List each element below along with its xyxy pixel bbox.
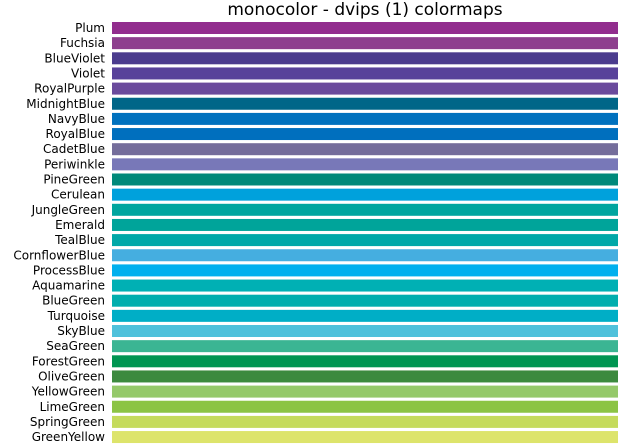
- colormap-bar-blueviolet: [112, 52, 618, 65]
- colormap-label-olivegreen: OliveGreen: [38, 369, 105, 383]
- colormap-label-emerald: Emerald: [55, 218, 105, 232]
- colormap-label-seagreen: SeaGreen: [46, 339, 105, 353]
- colormap-label-fuchsia: Fuchsia: [60, 36, 105, 50]
- colormap-label-springgreen: SpringGreen: [30, 415, 105, 429]
- colormap-bar-cadetblue: [112, 143, 618, 156]
- colormap-bar-cornflowerblue: [112, 249, 618, 262]
- colormap-bar-plum: [112, 22, 618, 34]
- chart-title: monocolor - dvips (1) colormaps: [227, 0, 502, 20]
- colormap-bar-pinegreen: [112, 173, 618, 186]
- colormap-bar-seagreen: [112, 340, 618, 353]
- colormap-label-aquamarine: Aquamarine: [32, 279, 105, 293]
- colormap-bar-cerulean: [112, 188, 618, 201]
- colormap-label-turquoise: Turquoise: [47, 309, 105, 323]
- colormap-label-processblue: ProcessBlue: [33, 263, 105, 277]
- colormap-bar-fuchsia: [112, 37, 618, 50]
- colormap-bar-tealblue: [112, 234, 618, 247]
- colormap-label-pinegreen: PineGreen: [43, 173, 105, 187]
- colormap-label-tealblue: TealBlue: [54, 233, 105, 247]
- colormap-label-bluegreen: BlueGreen: [42, 294, 105, 308]
- colormap-bar-limegreen: [112, 400, 618, 413]
- colormap-label-skyblue: SkyBlue: [57, 324, 105, 338]
- colormap-bar-junglegreen: [112, 203, 618, 216]
- colormap-label-yellowgreen: YellowGreen: [31, 385, 105, 399]
- colormap-bar-springgreen: [112, 415, 618, 428]
- colormap-label-junglegreen: JungleGreen: [31, 203, 105, 217]
- colormap-bar-turquoise: [112, 309, 618, 322]
- colormap-label-cornflowerblue: CornflowerBlue: [13, 248, 105, 262]
- colormap-label-royalpurple: RoyalPurple: [34, 82, 105, 96]
- colormap-bar-olivegreen: [112, 370, 618, 383]
- colormap-bar-bluegreen: [112, 294, 618, 307]
- colormap-bar-forestgreen: [112, 355, 618, 368]
- colormap-bar-greenyellow: [112, 431, 618, 444]
- colormap-bar-royalblue: [112, 128, 618, 141]
- colormap-label-blueviolet: BlueViolet: [44, 51, 105, 65]
- colormap-bar-midnightblue: [112, 97, 618, 110]
- colormap-bar-royalpurple: [112, 82, 618, 95]
- colormap-bar-yellowgreen: [112, 385, 618, 398]
- colormap-label-navyblue: NavyBlue: [48, 112, 105, 126]
- colormap-label-royalblue: RoyalBlue: [46, 127, 105, 141]
- colormap-bar-violet: [112, 67, 618, 80]
- colormap-label-greenyellow: GreenYellow: [32, 430, 105, 444]
- colormap-label-periwinkle: Periwinkle: [44, 157, 105, 171]
- colormap-label-cadetblue: CadetBlue: [43, 142, 105, 156]
- colormap-label-limegreen: LimeGreen: [40, 400, 105, 414]
- colormap-bar-periwinkle: [112, 158, 618, 171]
- colormap-label-midnightblue: MidnightBlue: [26, 97, 105, 111]
- colormap-label-plum: Plum: [75, 21, 105, 35]
- colormap-bar-emerald: [112, 218, 618, 231]
- colormap-label-forestgreen: ForestGreen: [32, 354, 105, 368]
- colormap-bar-navyblue: [112, 112, 618, 125]
- colormap-bar-skyblue: [112, 325, 618, 337]
- colormap-bar-aquamarine: [112, 279, 618, 292]
- colormap-bar-processblue: [112, 264, 618, 277]
- colormap-label-violet: Violet: [71, 66, 105, 80]
- colormap-label-cerulean: Cerulean: [51, 188, 105, 202]
